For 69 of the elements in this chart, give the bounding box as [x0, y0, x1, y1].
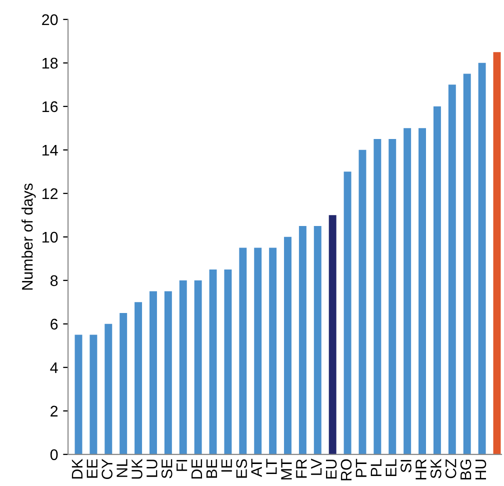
y-tick-label: 2 [50, 406, 58, 416]
x-tick-label: SI [400, 460, 412, 472]
x-tick-label: MT [281, 458, 292, 480]
x-tick-label: UK [132, 458, 142, 479]
bar [358, 150, 366, 454]
x-tick-label: LT [266, 458, 277, 474]
bar [224, 270, 232, 454]
x-tick-label: NL [116, 459, 128, 477]
x-tick-label: IE [221, 459, 232, 472]
bar [328, 215, 336, 454]
bar [344, 172, 352, 454]
bar [164, 291, 172, 454]
bar [478, 62, 486, 454]
x-tick-label: DK [72, 458, 82, 479]
x-tick-label: PT [356, 458, 366, 477]
bar [448, 84, 456, 454]
bar [314, 226, 322, 454]
bar [134, 302, 142, 454]
x-tick-label: CZ [445, 459, 456, 478]
x-tick-label: EE [86, 459, 98, 478]
x-tick-label: BE [206, 459, 217, 478]
x-tick-label: EL [386, 459, 396, 476]
bar [463, 74, 471, 454]
x-tick-label: HU [475, 460, 486, 480]
y-tick-label: 10 [42, 232, 58, 243]
x-tick-label: EU [326, 460, 337, 479]
bar [418, 128, 426, 454]
bar [269, 248, 277, 454]
bar [179, 280, 187, 454]
x-tick-label: SE [161, 459, 172, 478]
y-tick-label: 12 [42, 188, 58, 199]
bar [194, 280, 202, 454]
x-tick-label: RO [340, 459, 352, 480]
x-tick-label: AT [251, 458, 262, 477]
bar [104, 324, 112, 454]
bar [388, 139, 396, 454]
bar [404, 128, 412, 454]
y-tick-label: 14 [42, 144, 58, 156]
x-tick-label: HR [416, 459, 426, 480]
x-tick-label: PL [370, 459, 382, 476]
x-tick-label: SK [430, 458, 442, 478]
x-tick-label: BG [460, 460, 472, 480]
bar [298, 226, 306, 454]
x-tick-label: LU [146, 460, 158, 477]
x-tick-label: FI [176, 460, 188, 471]
bar [120, 313, 128, 454]
bar [209, 270, 217, 454]
y-tick-label: 6 [50, 318, 58, 330]
y-tick-label: 18 [42, 58, 58, 69]
bar [90, 334, 98, 454]
bar [433, 106, 441, 454]
bar [149, 291, 157, 454]
bar [493, 52, 501, 454]
y-tick-label: 20 [42, 14, 58, 26]
y-tick-label: 4 [50, 362, 58, 373]
x-tick-label: LV [311, 458, 322, 475]
x-tick-label: FR [296, 459, 307, 478]
x-tick-label: DE [192, 459, 202, 479]
bar [74, 334, 82, 454]
bar [374, 139, 382, 454]
x-tick-label: CY [102, 458, 112, 480]
y-tick-label: 16 [42, 101, 58, 112]
y-tick-label: 0 [50, 449, 58, 460]
y-tick-label: 8 [50, 275, 58, 286]
bar [239, 248, 247, 454]
y-axis-title: Number of days [22, 184, 36, 290]
bar [284, 236, 292, 454]
bar [254, 248, 262, 454]
x-tick-label: ES [236, 459, 248, 478]
